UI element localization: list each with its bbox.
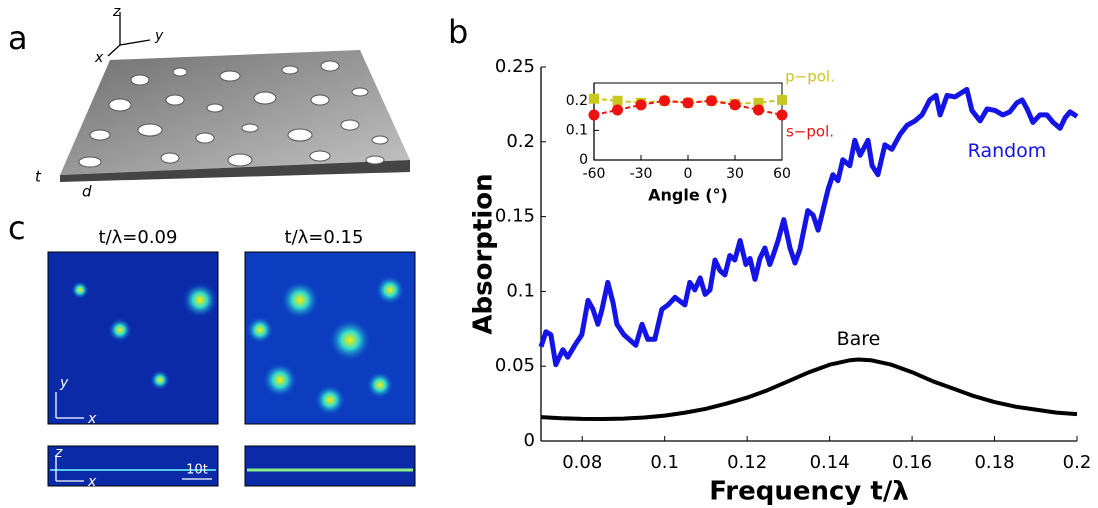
data-point [612,104,623,116]
data-point [777,94,787,105]
axis-label: z [112,4,121,20]
x-axis-label: Angle (°) [648,186,728,205]
data-point [753,97,764,108]
y-tick-label: 0.2 [566,93,588,109]
y-tick-label: 0.15 [495,206,535,227]
series-label: s−pol. [786,123,834,141]
panel-label: c [8,209,26,247]
axis-label: x [94,50,104,66]
data-point [612,95,623,106]
inset-frame [593,82,783,161]
thickness-label: t [35,168,42,186]
scale-bar-label: 10t [186,463,208,478]
x-tick-label: 0.16 [892,452,932,473]
field-maps [47,251,416,487]
y-tick-label: 0.1 [506,280,535,301]
x-tick-label: 0.2 [1063,452,1092,473]
diameter-label: d [82,183,92,201]
x-tick-label: 0.1 [650,452,679,473]
y-tick-label: 0.1 [566,122,588,138]
data-point [706,95,717,107]
y-tick-label: 0 [524,430,535,451]
y-tick-label: 0.2 [506,131,535,152]
data-point [589,93,599,104]
map-title: t/λ=0.09 [99,227,178,248]
data-point [776,109,788,121]
x-tick-label: 0.12 [727,452,767,473]
x-tick-label: -30 [630,166,653,182]
x-tick-label: 0.18 [974,452,1014,473]
data-point [753,104,764,116]
data-point [588,109,600,121]
data-point [635,99,647,111]
x-tick-label: 0 [684,166,693,182]
axis-label: x [87,474,97,490]
map-title: t/λ=0.15 [285,227,364,248]
y-tick-label: 0.05 [495,355,535,376]
series-label: p−pol. [785,68,835,86]
plate-illustration [60,12,410,182]
axis-label: y [59,375,69,391]
axis-label: x [87,411,97,427]
panel-label: a [8,19,28,57]
y-tick-label: 0.25 [495,56,535,77]
y-axis-label: Absorption [469,173,499,334]
x-tick-label: -60 [583,166,606,182]
data-line [538,86,1079,368]
x-tick-label: 60 [773,166,791,182]
data-point [729,99,741,111]
series-label: Random [968,140,1047,162]
data-point [659,95,670,107]
axis-label: z [54,445,63,461]
panel-label: b [448,13,468,51]
x-axis-label: Frequency t/λ [709,477,909,507]
data-point [682,97,694,109]
series-label: Bare [837,328,881,350]
y-tick-label: 0 [579,152,588,168]
axis-label: y [154,28,164,44]
data-line [593,99,783,116]
x-tick-label: 0.08 [562,452,602,473]
x-tick-label: 0.14 [810,452,850,473]
x-tick-label: 30 [726,166,744,182]
data-line [540,357,1078,421]
